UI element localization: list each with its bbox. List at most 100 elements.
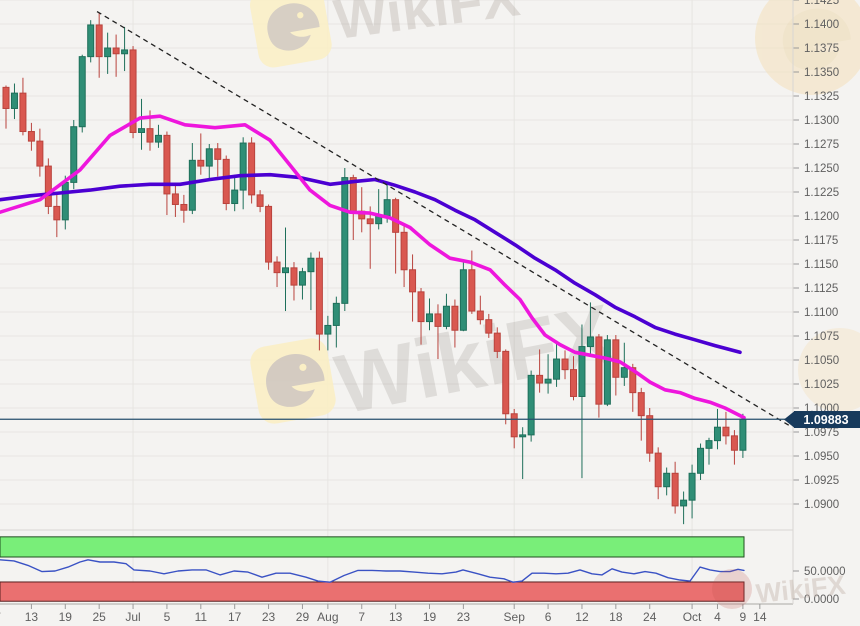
candle (510, 408, 518, 449)
candle (188, 143, 196, 215)
candle (586, 302, 594, 356)
candle (705, 437, 713, 465)
price-axis-label: 1.1225 (804, 187, 839, 199)
wikifx-logo-icon (755, 0, 860, 95)
price-axis-label: 1.0925 (804, 475, 839, 487)
candle (19, 77, 27, 136)
wikifx-logo-icon (250, 338, 336, 424)
candle (341, 168, 349, 312)
candle (400, 223, 408, 288)
price-axis-label: 1.1350 (804, 67, 839, 79)
candle (358, 187, 366, 233)
candle (612, 335, 620, 396)
time-axis-label: 23 (457, 610, 471, 624)
candle (273, 256, 281, 288)
price-axis-label: 1.1100 (804, 307, 838, 319)
time-axis-label: 7 (0, 610, 1, 624)
candle (36, 128, 44, 177)
candle (417, 288, 425, 345)
time-axis-label: 4 (714, 610, 721, 624)
time-axis-label: Aug (317, 610, 338, 624)
candle (222, 155, 230, 211)
candle (595, 334, 603, 418)
time-axis-label: Jul (125, 610, 140, 624)
candle (239, 137, 247, 210)
price-axis-label: 1.1375 (804, 43, 839, 55)
price-axis-label: 1.1175 (804, 235, 838, 247)
candle (121, 26, 129, 72)
candle (282, 227, 290, 312)
candle (138, 98, 146, 150)
candle (332, 296, 340, 348)
candle (70, 120, 78, 190)
candle (451, 299, 459, 348)
candle (476, 295, 484, 325)
candle (171, 183, 179, 217)
time-axis-label: 23 (262, 610, 276, 624)
candle (112, 34, 120, 77)
price-axis-label: 1.1425 (804, 0, 839, 7)
candle (459, 261, 467, 332)
candle (409, 254, 417, 322)
candle (197, 133, 205, 175)
price-axis-label: 1.1325 (804, 91, 839, 103)
candle (502, 349, 510, 425)
time-axis-label: 19 (423, 610, 437, 624)
candle (730, 430, 738, 465)
candles-layer (2, 12, 747, 525)
candle (265, 204, 273, 270)
indicator-panel (0, 536, 745, 602)
candle (646, 408, 654, 462)
time-axis-label: Sep (504, 610, 526, 624)
candle (256, 190, 264, 213)
time-axis-label: 24 (643, 610, 657, 624)
candle (78, 54, 86, 133)
candle (375, 189, 383, 230)
price-axis-label: 1.1300 (804, 115, 839, 127)
candle (671, 461, 679, 514)
time-axis-label: 12 (575, 610, 589, 624)
price-axis-label: 1.1200 (804, 211, 839, 223)
candle (214, 143, 222, 177)
wikifx-logo-icon (249, 0, 332, 68)
price-axis-label: 1.1125 (804, 283, 838, 295)
price-axis-label: 1.1075 (804, 331, 839, 343)
candle (544, 354, 552, 394)
candle (553, 343, 561, 387)
last-price-label: 1.09883 (803, 413, 848, 427)
time-axis-label: 13 (25, 610, 39, 624)
time-axis-label: 13 (389, 610, 403, 624)
candle (95, 12, 103, 78)
time-axis-label: 9 (740, 610, 747, 624)
grid-layer (0, 0, 793, 604)
price-axis-label: 1.0900 (804, 499, 839, 511)
price-axis-label: 1.1400 (804, 19, 839, 31)
candle (493, 327, 501, 359)
candle (366, 206, 374, 269)
candle (205, 144, 213, 179)
candle (163, 131, 171, 216)
time-axis-label: 17 (228, 610, 242, 624)
candle (680, 491, 688, 525)
candle (248, 137, 256, 204)
candle (603, 335, 611, 407)
time-axis-label: 6 (545, 610, 552, 624)
candle (104, 32, 112, 74)
candle (10, 83, 18, 120)
candle (722, 411, 730, 445)
candle (739, 413, 747, 458)
candle (307, 252, 315, 311)
candle (2, 85, 10, 129)
price-axis-label: 1.1050 (804, 355, 839, 367)
candle (561, 350, 569, 380)
price-axis-label: 1.1150 (804, 259, 838, 271)
time-axis-label: 5 (164, 610, 171, 624)
time-axis-label: 19 (59, 610, 73, 624)
candle (663, 467, 671, 496)
time-axis-label: 25 (92, 610, 106, 624)
wikifx-logo-icon (798, 328, 860, 412)
badge-arrow-icon (784, 411, 794, 428)
candle (154, 124, 162, 148)
